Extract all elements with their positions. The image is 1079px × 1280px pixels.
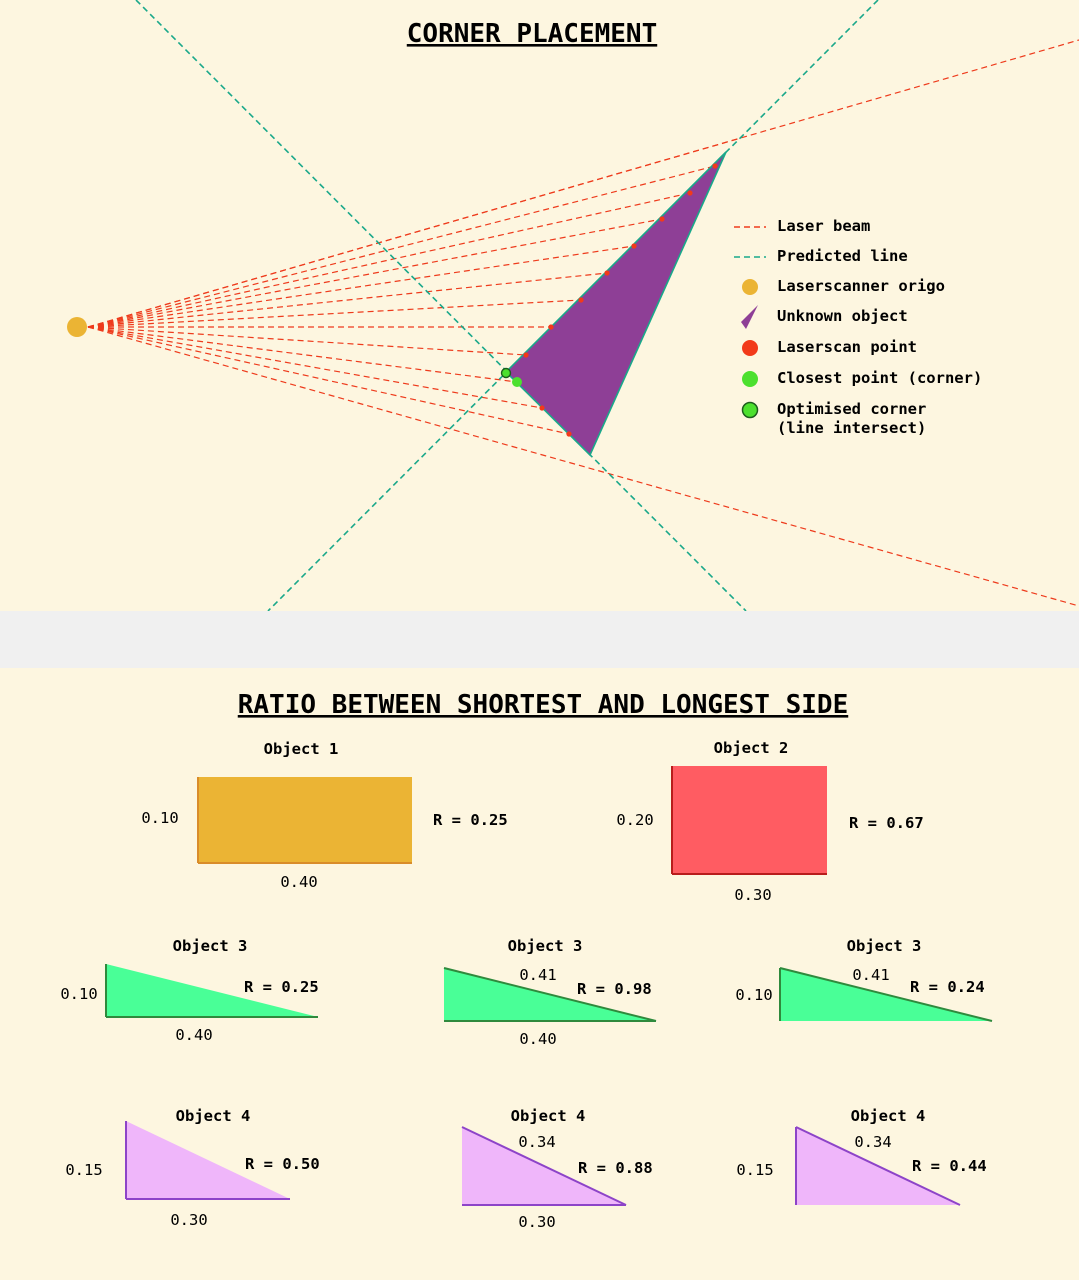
- panel-separator: [0, 611, 1079, 668]
- unknown-object: [504, 151, 727, 457]
- predicted-line-1: [135, 0, 747, 611]
- corner-placement-diagram: CORNER PLACEMENT Laser beam Predicted li…: [67, 0, 1079, 611]
- laserscan-points: [523, 163, 718, 437]
- object-3c-hypotenuse-edge: [779, 967, 993, 1022]
- hypotenuse-label: 0.34: [518, 1133, 555, 1151]
- long-side-label: 0.30: [734, 886, 771, 904]
- long-side-label: 0.30: [170, 1211, 207, 1229]
- laser-beam-3: [87, 165, 716, 328]
- object-title: Object 1: [264, 740, 339, 758]
- ratio-label: R = 0.88: [578, 1159, 653, 1177]
- laser-beam-2: [87, 137, 742, 328]
- laserscan-point-1: [712, 163, 718, 169]
- object-title: Object 4: [851, 1107, 926, 1125]
- legend-optimised-corner-label-2: (line intersect): [777, 419, 926, 437]
- laser-beams: [87, 39, 1079, 607]
- object-4c: Object 4 0.15 0.34 R = 0.44: [736, 1107, 987, 1206]
- laser-beam-6: [87, 245, 635, 328]
- ratio-panel: RATIO BETWEEN SHORTEST AND LONGEST SIDE …: [0, 668, 1079, 1280]
- object-3b: Object 3 0.41 0.40 R = 0.98: [443, 937, 657, 1048]
- laser-beam-5: [87, 218, 663, 328]
- object-title: Object 2: [714, 739, 789, 757]
- short-side-label: 0.15: [736, 1161, 773, 1179]
- object-3c: Object 3 0.10 0.41 R = 0.24: [735, 937, 993, 1022]
- legend-unknown-object-label: Unknown object: [777, 307, 908, 325]
- legend-unknown-object-swatch: [741, 305, 758, 329]
- object-title: Object 4: [511, 1107, 586, 1125]
- laserscan-point-4: [631, 243, 637, 249]
- legend-optimised-corner-swatch: [741, 401, 759, 419]
- ratio-label: R = 0.25: [433, 811, 508, 829]
- ratio-title: RATIO BETWEEN SHORTEST AND LONGEST SIDE: [238, 690, 848, 720]
- laser-beam-14: [87, 326, 1079, 607]
- laser-beam-12: [87, 326, 543, 409]
- object-title: Object 3: [508, 937, 583, 955]
- legend-scan-point-swatch: [742, 340, 758, 356]
- short-side-label: 0.15: [65, 1161, 102, 1179]
- legend-closest-point-swatch: [742, 371, 758, 387]
- ratio-label: R = 0.50: [245, 1155, 320, 1173]
- laserscan-point-6: [578, 297, 584, 303]
- laser-beam-8: [87, 299, 582, 328]
- long-side-label: 0.40: [280, 873, 317, 891]
- laserscan-point-2: [687, 190, 693, 196]
- laser-beam-13: [87, 326, 570, 435]
- laserscan-point-5: [604, 270, 610, 276]
- corner-placement-panel: CORNER PLACEMENT Laser beam Predicted li…: [0, 0, 1079, 611]
- object-title: Object 3: [847, 937, 922, 955]
- legend-origo-label: Laserscanner origo: [777, 277, 945, 295]
- legend-scan-point-label: Laserscan point: [777, 338, 917, 356]
- hypotenuse-label: 0.34: [854, 1133, 891, 1151]
- object-title: Object 3: [173, 937, 248, 955]
- laser-beam-4: [87, 192, 691, 328]
- long-side-label: 0.40: [175, 1026, 212, 1044]
- ratio-label: R = 0.25: [244, 978, 319, 996]
- long-side-label: 0.40: [519, 1030, 556, 1048]
- corner-placement-title: CORNER PLACEMENT: [407, 19, 657, 49]
- ratio-label: R = 0.98: [577, 980, 652, 998]
- object-3b-hypotenuse-edge: [443, 967, 657, 1022]
- object-2: Object 2 0.20 0.30 R = 0.67: [616, 739, 923, 904]
- ratio-diagram: RATIO BETWEEN SHORTEST AND LONGEST SIDE …: [60, 690, 993, 1231]
- object-2-rectangle: [672, 766, 827, 874]
- long-side-label: 0.30: [518, 1213, 555, 1231]
- object-1: Object 1 0.10 0.40 R = 0.25: [141, 740, 507, 891]
- laserscanner-origo: [67, 317, 87, 337]
- laser-beam-10: [87, 326, 527, 356]
- object-4b-hypotenuse-edge: [461, 1126, 627, 1206]
- short-side-label: 0.10: [141, 809, 178, 827]
- legend-optimised-corner-label-1: Optimised corner: [777, 400, 926, 418]
- legend-closest-point-label: Closest point (corner): [777, 369, 982, 387]
- legend: Laser beam Predicted line Laserscanner o…: [734, 217, 982, 437]
- object-title: Object 4: [176, 1107, 251, 1125]
- ratio-label: R = 0.24: [910, 978, 985, 996]
- object-1-rectangle: [198, 777, 412, 863]
- laserscan-point-8: [523, 352, 529, 358]
- short-side-label: 0.10: [60, 985, 97, 1003]
- laser-beam-11: [87, 326, 518, 383]
- closest-point: [512, 377, 522, 387]
- laserscan-point-9: [539, 405, 545, 411]
- ratio-label: R = 0.44: [912, 1157, 987, 1175]
- object-3a-triangle: [106, 964, 318, 1017]
- laserscan-point-3: [659, 216, 665, 222]
- hypotenuse-label: 0.41: [852, 966, 889, 984]
- legend-laser-beam-label: Laser beam: [777, 217, 870, 235]
- object-3a: Object 3 0.10 0.40 R = 0.25: [60, 937, 318, 1044]
- laserscan-point-7: [548, 324, 554, 330]
- laserscan-point-10: [566, 431, 572, 437]
- object-4c-hypotenuse-edge: [795, 1126, 961, 1206]
- hypotenuse-label: 0.41: [519, 966, 556, 984]
- ratio-label: R = 0.67: [849, 814, 924, 832]
- legend-predicted-line-label: Predicted line: [777, 247, 908, 265]
- short-side-label: 0.20: [616, 811, 653, 829]
- laser-beam-7: [87, 272, 608, 328]
- object-4a-triangle: [126, 1121, 290, 1199]
- legend-origo-swatch: [742, 279, 758, 295]
- optimised-corner: [500, 367, 512, 379]
- object-4a: Object 4 0.15 0.30 R = 0.50: [65, 1107, 319, 1229]
- short-side-label: 0.10: [735, 986, 772, 1004]
- object-4b: Object 4 0.34 0.30 R = 0.88: [461, 1107, 653, 1231]
